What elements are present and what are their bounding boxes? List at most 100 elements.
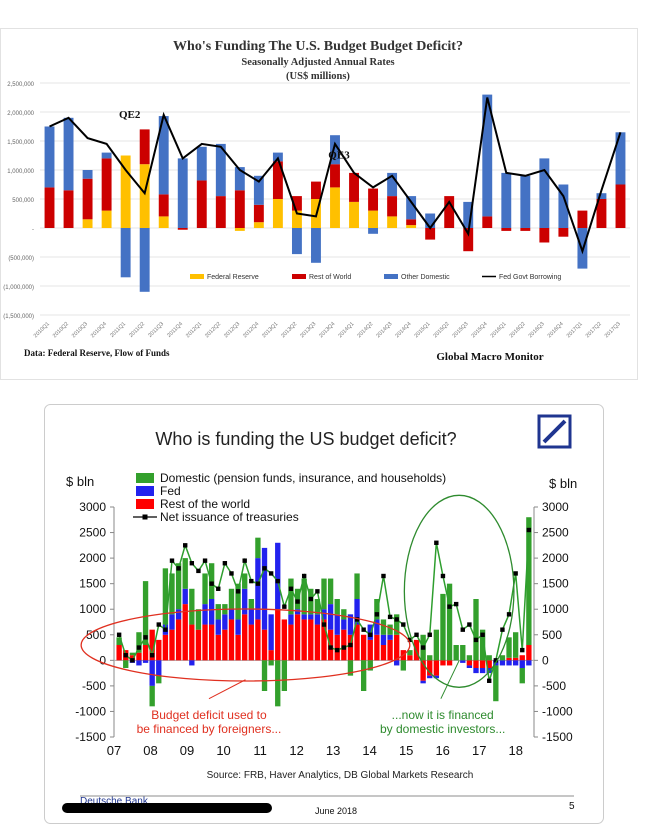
c1-bar-segment	[101, 158, 112, 211]
c2-y-tick-label-right: 2500	[542, 526, 569, 540]
c2-legend-swatch	[142, 514, 148, 520]
c1-bar-segment	[82, 170, 93, 179]
c2-bar-segment	[334, 599, 340, 615]
c2-bar-segment	[242, 573, 248, 589]
c2-x-tick-label: 17	[472, 743, 486, 758]
c2-bar-segment	[360, 660, 367, 691]
c1-y-tick-label: 1,000,000	[7, 169, 34, 175]
c1-bar-segment	[330, 187, 340, 228]
c2-x-tick-label: 09	[180, 743, 194, 758]
c2-bar-segment	[301, 578, 307, 615]
chart2-ylabel-right: $ bln	[549, 476, 577, 491]
c2-net-issuance-marker	[440, 573, 446, 579]
c2-bar-segment	[142, 581, 149, 645]
c2-net-issuance-marker	[255, 581, 261, 586]
c2-bar-segment	[281, 619, 288, 661]
c1-bar-segment	[234, 190, 245, 228]
c2-bar-segment	[116, 645, 122, 661]
c1-bar-segment	[63, 190, 74, 228]
c1-legend-swatch	[384, 274, 398, 279]
c2-net-issuance-marker	[136, 645, 142, 650]
c2-bar-segment	[268, 660, 274, 666]
c1-y-tick-label: 2,500,000	[7, 82, 34, 88]
c2-bar-segment	[202, 604, 208, 625]
c2-net-issuance-marker	[268, 571, 274, 576]
c2-bar-segment	[228, 588, 235, 610]
c2-bar-segment	[208, 624, 215, 661]
c2-bar-segment	[321, 609, 327, 620]
c2-bar-segment	[466, 660, 473, 666]
c2-bar-segment	[394, 634, 400, 661]
c2-annotation-foreigners: be financed by foreigners...	[137, 722, 282, 736]
c1-annotation: QE3	[328, 149, 350, 161]
c1-bar-segment	[406, 219, 417, 226]
c2-net-issuance-marker	[183, 543, 188, 548]
c2-bar-segment	[499, 660, 506, 666]
c1-bar-segment	[253, 175, 264, 205]
c2-bar-segment	[354, 599, 360, 625]
c1-bar-segment	[272, 161, 283, 199]
c2-bar-segment	[215, 619, 221, 635]
c2-net-issuance-marker	[176, 566, 181, 571]
c2-net-issuance-marker	[189, 561, 195, 566]
c2-y-tick-label-right: 0	[542, 653, 549, 667]
c2-bar-segment	[261, 629, 268, 661]
c1-bar-segment	[425, 228, 436, 240]
c1-bar-segment	[253, 204, 264, 223]
chart1-unit: (US$ millions)	[286, 71, 350, 82]
c2-legend-swatch	[136, 486, 154, 496]
c2-bar-segment	[499, 655, 506, 661]
c2-net-issuance-marker	[427, 632, 432, 637]
c2-bar-segment	[235, 619, 241, 635]
c2-net-issuance-marker	[288, 586, 294, 591]
c1-y-tick-label: (500,000)	[8, 256, 34, 262]
c2-bar-segment	[156, 639, 162, 661]
c2-annotation-domestic: ...now it is financed	[392, 708, 494, 722]
c2-bar-segment	[334, 634, 340, 661]
c2-bar-segment	[162, 568, 169, 625]
c2-legend-swatch	[136, 499, 154, 509]
c2-x-tick-label: 18	[509, 743, 523, 758]
c2-bar-segment	[380, 645, 387, 661]
c2-bar-segment	[420, 680, 426, 684]
c1-bar-segment	[311, 228, 321, 263]
c1-bar-segment	[615, 132, 626, 185]
c1-annotation: QE2	[119, 109, 141, 121]
c1-bar-segment	[368, 188, 379, 211]
c2-bar-segment	[268, 614, 274, 651]
c2-legend-swatch	[136, 473, 154, 483]
c1-bar-segment	[615, 184, 626, 228]
c2-y-tick-label-right: 1500	[542, 577, 569, 591]
c1-bar-segment	[215, 143, 226, 197]
c2-bar-segment	[195, 609, 202, 630]
c2-bar-segment	[228, 619, 235, 661]
c2-net-issuance-marker	[123, 653, 128, 658]
c1-bar-segment	[177, 228, 188, 230]
c2-net-issuance-marker	[341, 645, 347, 650]
c2-legend-label: Fed	[160, 484, 181, 498]
c2-net-issuance-marker	[156, 622, 161, 627]
c2-net-issuance-marker	[374, 612, 380, 617]
c2-bar-segment	[162, 634, 169, 661]
c1-bar-segment	[234, 167, 245, 191]
c1-bar-segment	[63, 117, 74, 191]
c2-bar-segment	[149, 629, 155, 661]
c1-bar-segment	[387, 216, 398, 228]
c1-bar-segment	[558, 184, 569, 228]
c2-net-issuance-marker	[453, 601, 459, 607]
redaction-bar	[62, 803, 272, 813]
c2-bar-segment	[222, 614, 228, 630]
c2-net-issuance-marker	[222, 561, 228, 566]
c1-bar-segment	[234, 228, 245, 231]
c2-x-tick-label: 08	[143, 743, 157, 758]
c2-bar-segment	[169, 573, 175, 615]
c2-bar-segment	[175, 609, 182, 620]
c2-bar-segment	[255, 537, 261, 559]
c1-bar-segment	[44, 187, 55, 228]
c2-foreigners-pointer	[208, 679, 246, 700]
c2-bar-segment	[466, 655, 473, 661]
c2-bar-segment	[327, 578, 334, 605]
c2-bar-segment	[261, 547, 268, 630]
c2-x-tick-label: 15	[399, 743, 413, 758]
c2-bar-segment	[433, 660, 440, 676]
